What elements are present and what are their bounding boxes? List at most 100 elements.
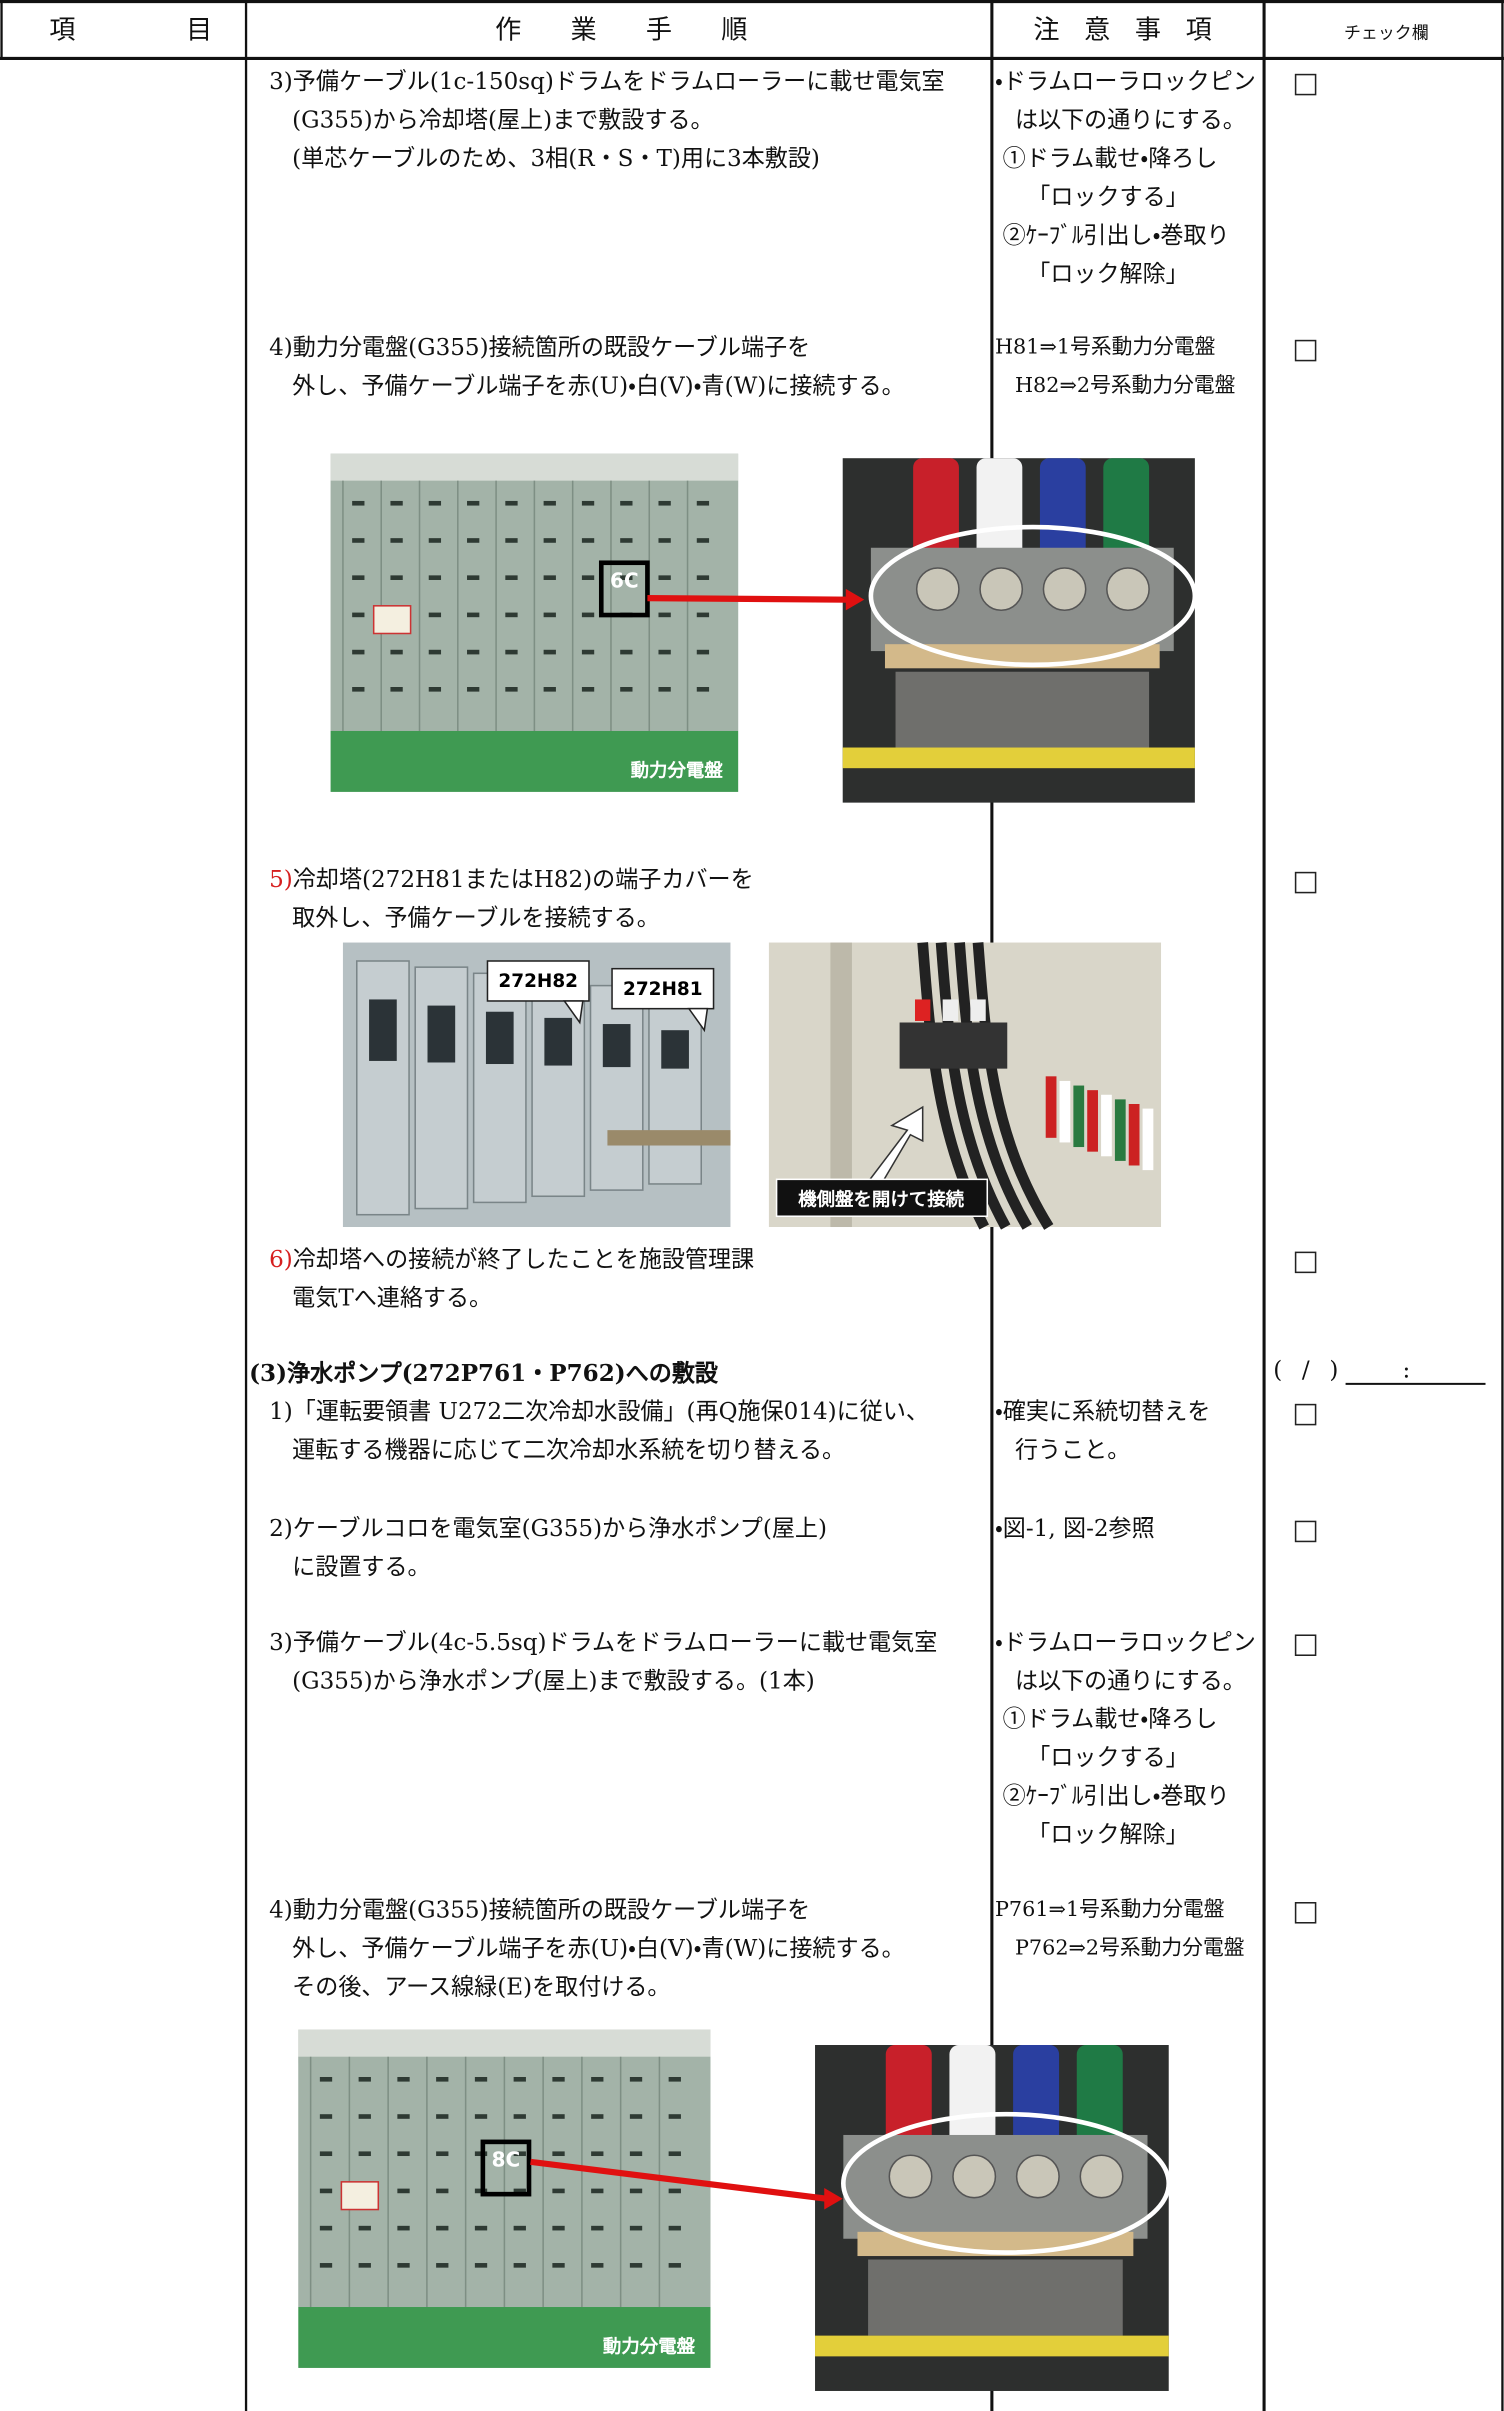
panel-handle [696,575,710,580]
note-text: ①ドラム載せ・降ろし [1002,1705,1218,1733]
floor [330,730,739,792]
panel-handle [543,538,556,543]
panel-handle [436,2151,449,2157]
note-text: は以下の通りにする。 [1014,1666,1246,1695]
note-text: P761⇒1号系動力分電盤 [994,1897,1225,1922]
cabinet-window [602,1024,631,1068]
panel-handle [620,686,633,692]
panel-handle [505,686,518,692]
panel-handle [629,2151,643,2157]
highlight-ellipse [841,2111,1172,2255]
yellow-cable [842,747,1195,769]
panel-rail [830,942,852,1228]
step-text: に設置する。 [292,1552,431,1581]
cable [1013,2045,1060,2149]
white-arrow [867,1105,924,1189]
photo-caption: 機側盤を開けて接続 [798,1188,965,1210]
panel-handle [591,2225,604,2231]
note-text: ・ドラムローラロックピン [994,67,1256,96]
warning-sign [372,605,412,635]
step-label: 2) [269,1514,293,1543]
panel-handle [505,538,518,543]
step-text: 運転する機器に応じて二次冷却水系統を切り替える。 [292,1436,846,1464]
cabinet-door [589,984,644,1191]
step-line: 3)予備ケーブル(4c-5.5sq)ドラムをドラムローラーに載せ電気室 [269,1624,937,1662]
check-box [1294,1634,1317,1656]
panel-handle [474,2225,488,2231]
panel-handle [436,2225,449,2231]
terminal-bolt [915,567,960,611]
wire-tag [914,999,931,1021]
panel-handle [358,2263,371,2268]
panel-handle [668,2225,681,2231]
panel-handle [352,649,365,655]
step-line: 4)動力分電盤(G355)接続箇所の既設ケーブル端子を [269,1891,810,1929]
panel-handle [428,500,442,506]
panel-handle [513,2263,526,2268]
note-text: H82⇒2号系動力分電盤 [1014,373,1236,399]
cabinet-window [661,1030,689,1069]
terminal-bolt [979,567,1024,611]
panel-handle [397,2263,410,2268]
photo-switchboard: 8C 動力分電盤 [298,2029,711,2368]
section-heading: (3)浄水ポンプ(272P761・P762)への敷設 [249,1359,718,1387]
warning-sign [340,2181,380,2211]
step-line: 5)冷却塔(272H81またはH82)の端子カバーを [269,861,754,899]
wire-bundle [1045,1076,1057,1138]
panel-handle [474,2076,488,2082]
panel-handle [436,2188,449,2194]
note-text: 「ロック解除」 [1027,259,1189,288]
step-text: 予備ケーブル(1c-150sq)ドラムをドラムローラーに載せ電気室 [292,67,945,96]
panel-handle [543,649,556,655]
terminal-bolt [1042,567,1087,611]
panel-handle [658,612,671,618]
panel-handle [319,2263,333,2268]
callout-label: 272H82 [498,971,578,992]
panel-handle [668,2114,681,2119]
callout-label: 272H81 [623,979,703,1000]
time-colon: : [1402,1356,1411,1384]
panel-handle [467,649,480,655]
panel-handle [552,2263,565,2268]
panel-handle [591,2263,604,2268]
panel-handle [543,575,556,580]
red-arrow-head [824,2188,843,2210]
panel-handle [629,2114,643,2119]
header-check: チェック欄 [1344,23,1429,44]
panel-handle [696,500,710,506]
panel-handle [668,2263,681,2268]
note-text: 行うこと。 [1014,1436,1131,1464]
panel-handle [513,2076,526,2082]
note-text: ・図-1, 図-2参照 [994,1514,1155,1543]
note-text: 「ロック解除」 [1027,1820,1189,1849]
check-box [1294,1520,1317,1543]
step-line: 3)予備ケーブル(1c-150sq)ドラムをドラムローラーに載せ電気室 [269,63,945,101]
step-text: 取外し、予備ケーブルを接続する。 [292,904,660,932]
pipe [607,1130,731,1146]
terminal-bolt [1015,2154,1060,2199]
step-label: 4) [269,333,293,362]
panel-handle [591,2188,604,2194]
note-text: P762⇒2号系動力分電盤 [1014,1935,1245,1961]
check-box [1294,1251,1317,1274]
step-text: 予備ケーブル(4c-5.5sq)ドラムをドラムローラーに載せ電気室 [292,1628,938,1656]
floor [298,2307,711,2368]
panel-handle [581,612,595,618]
panel-handle [513,2225,526,2231]
panel-handle [505,649,518,655]
panel-handle [658,500,671,506]
panel-handle [543,612,556,618]
step-line: 6)冷却塔への接続が終了したことを施設管理課 [269,1241,754,1279]
note-text: ②ｹｰﾌﾞﾙ引出し・巻取り [1002,1782,1230,1810]
step-text: 動力分電盤(G355)接続箇所の既設ケーブル端子を [292,333,811,362]
panel-handle [436,2263,449,2268]
wire-bundle [1128,1103,1140,1166]
panel-handle [390,686,403,692]
step-label: 3) [269,67,293,96]
panel-handle [358,2151,371,2157]
panel-handle [474,2263,488,2268]
panel-handle [474,2114,488,2119]
panel-handle [552,2225,565,2231]
panel-marker [598,560,650,618]
panel-handle [358,2076,371,2082]
